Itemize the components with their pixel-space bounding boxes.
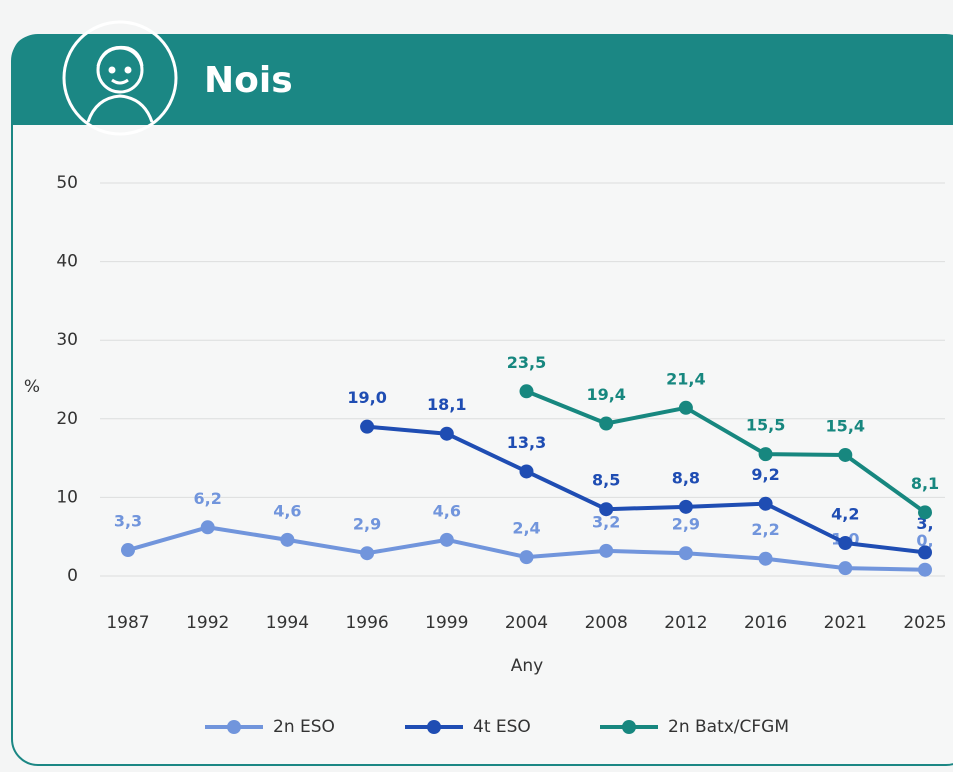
point [280, 532, 295, 547]
value-label: 23,5 [507, 353, 546, 372]
value-label: 4,6 [433, 501, 461, 520]
point [360, 419, 375, 434]
point [439, 426, 454, 441]
y-tick-label: 10 [56, 487, 78, 507]
point [918, 562, 932, 577]
x-tick-label: 1992 [186, 613, 229, 633]
x-tick-label: 2008 [585, 613, 628, 633]
value-label: 19,0 [347, 388, 386, 407]
point [121, 543, 135, 558]
value-label: 3, [916, 514, 933, 533]
series-line [366, 424, 926, 555]
x-tick-label: 2025 [903, 613, 946, 633]
header-band [12, 35, 953, 125]
value-label: 2,2 [751, 520, 779, 539]
point [519, 384, 534, 399]
point [599, 543, 614, 558]
avatar-icon [62, 20, 178, 136]
x-axis-label: Any [511, 656, 543, 676]
x-tick-label: 2012 [664, 613, 707, 633]
value-label: 4,2 [831, 504, 859, 523]
point [360, 546, 375, 561]
value-label: 6,2 [194, 489, 222, 508]
point [838, 535, 853, 550]
x-tick-label: 2004 [505, 613, 548, 633]
point [918, 545, 932, 560]
point [519, 464, 534, 479]
legend-label: 4t ESO [473, 717, 531, 737]
value-label: 18,1 [427, 395, 466, 414]
point [519, 550, 534, 565]
point [678, 499, 693, 514]
value-label: 2,4 [512, 519, 540, 538]
value-label: 8,5 [592, 471, 620, 490]
legend-label: 2n ESO [273, 717, 335, 737]
point [599, 416, 614, 431]
value-label: 15,4 [826, 416, 865, 435]
point [200, 520, 215, 535]
chart-title: Nois [204, 60, 293, 101]
legend-dot [622, 720, 636, 734]
value-label: 9,2 [751, 465, 779, 484]
x-tick-label: 1994 [266, 613, 309, 633]
x-tick-label: 1996 [345, 613, 388, 633]
value-label: 4,6 [273, 501, 301, 520]
point [758, 496, 773, 511]
value-label: 2,9 [672, 515, 700, 534]
point [838, 561, 853, 576]
value-label: 0, [916, 531, 933, 550]
y-tick-label: 0 [67, 566, 78, 586]
point [918, 505, 932, 520]
x-tick-label: 1999 [425, 613, 468, 633]
value-label: 2,9 [353, 515, 381, 534]
series-line [525, 389, 927, 514]
y-tick-label: 40 [56, 252, 78, 272]
point [758, 447, 773, 462]
value-label: 8,1 [911, 474, 939, 493]
point [439, 532, 454, 547]
value-label: 21,4 [666, 369, 705, 388]
card [11, 34, 953, 766]
point [678, 546, 693, 561]
legend-dot [227, 720, 241, 734]
y-tick-label: 20 [56, 409, 78, 429]
value-label: 3,3 [114, 512, 142, 531]
point [599, 502, 614, 517]
value-label: 13,3 [507, 433, 546, 452]
value-label: 8,8 [672, 468, 700, 487]
x-tick-label: 1987 [106, 613, 149, 633]
legend-dot [427, 720, 441, 734]
value-label: 19,4 [586, 385, 625, 404]
x-tick-label: 2021 [824, 613, 867, 633]
y-tick-label: 50 [56, 173, 78, 193]
value-label: 15,5 [746, 416, 785, 435]
y-axis-label: % [24, 377, 40, 397]
value-label: 3,2 [592, 512, 620, 531]
point [678, 400, 693, 415]
point [838, 447, 853, 462]
point [758, 551, 773, 566]
y-tick-label: 30 [56, 330, 78, 350]
x-tick-label: 2016 [744, 613, 787, 633]
legend-label: 2n Batx/CFGM [668, 717, 789, 737]
